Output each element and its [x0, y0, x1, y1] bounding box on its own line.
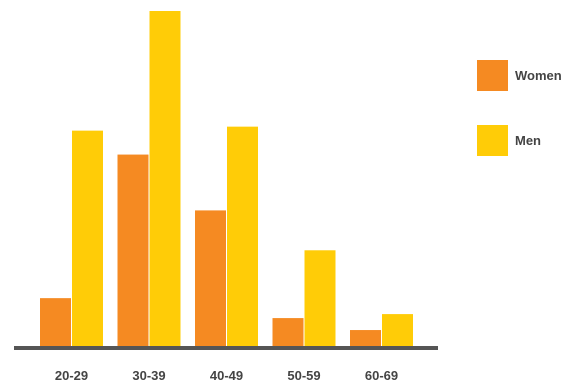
- legend: Women Men: [477, 60, 562, 156]
- bar-men-60-69: [382, 314, 413, 346]
- bar-men-40-49: [227, 126, 258, 347]
- bar-women-20-29: [40, 298, 71, 346]
- bar-men-20-29: [72, 130, 103, 346]
- bars-group: [40, 11, 413, 347]
- bar-men-50-59: [304, 250, 336, 346]
- x-tick-labels: 20-29 30-39 40-49 50-59 60-69: [55, 368, 398, 381]
- legend-label-men: Men: [515, 133, 541, 148]
- x-tick-label: 40-49: [210, 368, 243, 381]
- legend-label-women: Women: [515, 68, 562, 83]
- x-tick-label: 30-39: [132, 368, 165, 381]
- x-tick-label: 50-59: [287, 368, 320, 381]
- bar-women-60-69: [350, 330, 381, 346]
- bar-women-30-39: [117, 154, 149, 346]
- bar-women-50-59: [272, 318, 304, 346]
- bar-men-30-39: [149, 11, 181, 346]
- x-tick-label: 20-29: [55, 368, 88, 381]
- legend-swatch-women: [477, 60, 508, 91]
- x-tick-label: 60-69: [365, 368, 398, 381]
- bar-women-40-49: [195, 210, 226, 346]
- legend-swatch-men: [477, 125, 508, 156]
